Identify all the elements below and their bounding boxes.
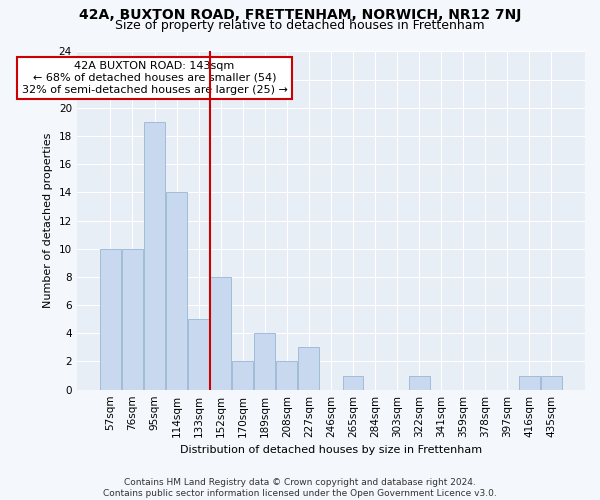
Bar <box>144 122 165 390</box>
Bar <box>254 334 275 390</box>
Text: 42A BUXTON ROAD: 143sqm
← 68% of detached houses are smaller (54)
32% of semi-de: 42A BUXTON ROAD: 143sqm ← 68% of detache… <box>22 62 287 94</box>
Bar <box>188 319 209 390</box>
Bar <box>298 348 319 390</box>
Text: 42A, BUXTON ROAD, FRETTENHAM, NORWICH, NR12 7NJ: 42A, BUXTON ROAD, FRETTENHAM, NORWICH, N… <box>79 8 521 22</box>
Bar <box>232 362 253 390</box>
Text: Size of property relative to detached houses in Frettenham: Size of property relative to detached ho… <box>115 18 485 32</box>
Bar <box>343 376 364 390</box>
Bar <box>210 277 231 390</box>
Bar <box>122 249 143 390</box>
Bar <box>100 249 121 390</box>
Text: Contains HM Land Registry data © Crown copyright and database right 2024.
Contai: Contains HM Land Registry data © Crown c… <box>103 478 497 498</box>
Bar <box>409 376 430 390</box>
Bar <box>541 376 562 390</box>
Bar <box>277 362 298 390</box>
Bar <box>519 376 540 390</box>
Bar <box>166 192 187 390</box>
Y-axis label: Number of detached properties: Number of detached properties <box>43 133 53 308</box>
X-axis label: Distribution of detached houses by size in Frettenham: Distribution of detached houses by size … <box>180 445 482 455</box>
